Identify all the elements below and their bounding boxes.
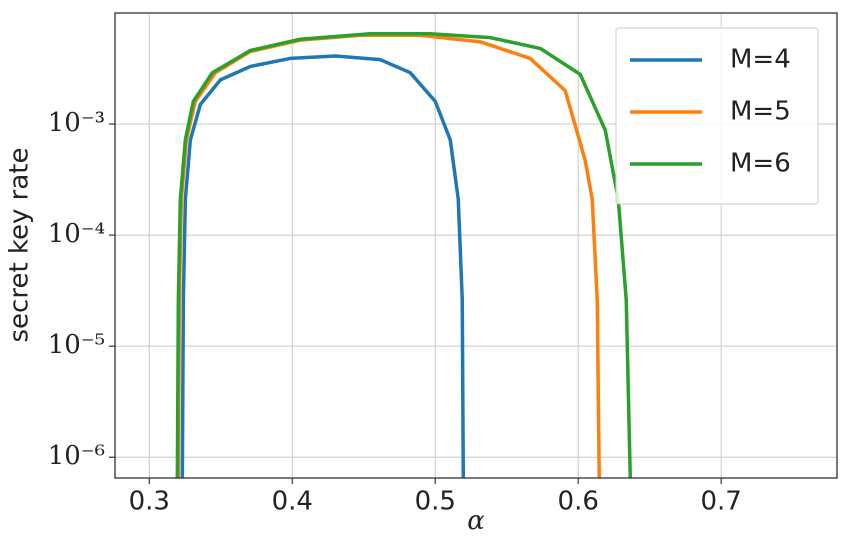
x-axis-label: α [467, 506, 485, 536]
legend-box [615, 27, 819, 205]
plot-frame [114, 12, 838, 479]
y-axis-label: secret key rate [5, 148, 35, 343]
y-tick-label: 10⁻⁶ [48, 441, 105, 471]
x-tick-label: 0.7 [701, 487, 742, 517]
series-line [175, 32, 633, 478]
x-tick-label: 0.4 [272, 487, 313, 517]
legend-label: M=4 [730, 45, 791, 75]
y-tick-label: 10⁻⁴ [48, 219, 105, 249]
series-line [176, 33, 601, 478]
x-tick-label: 0.5 [415, 487, 456, 517]
y-tick-label: 10⁻³ [48, 108, 105, 138]
legend-label: M=6 [730, 149, 791, 179]
x-tick-label: 0.3 [129, 487, 170, 517]
legend-label: M=5 [730, 97, 791, 127]
x-tick-label: 0.6 [558, 487, 599, 517]
series-line [180, 54, 466, 478]
y-tick-label: 10⁻⁵ [48, 330, 105, 360]
